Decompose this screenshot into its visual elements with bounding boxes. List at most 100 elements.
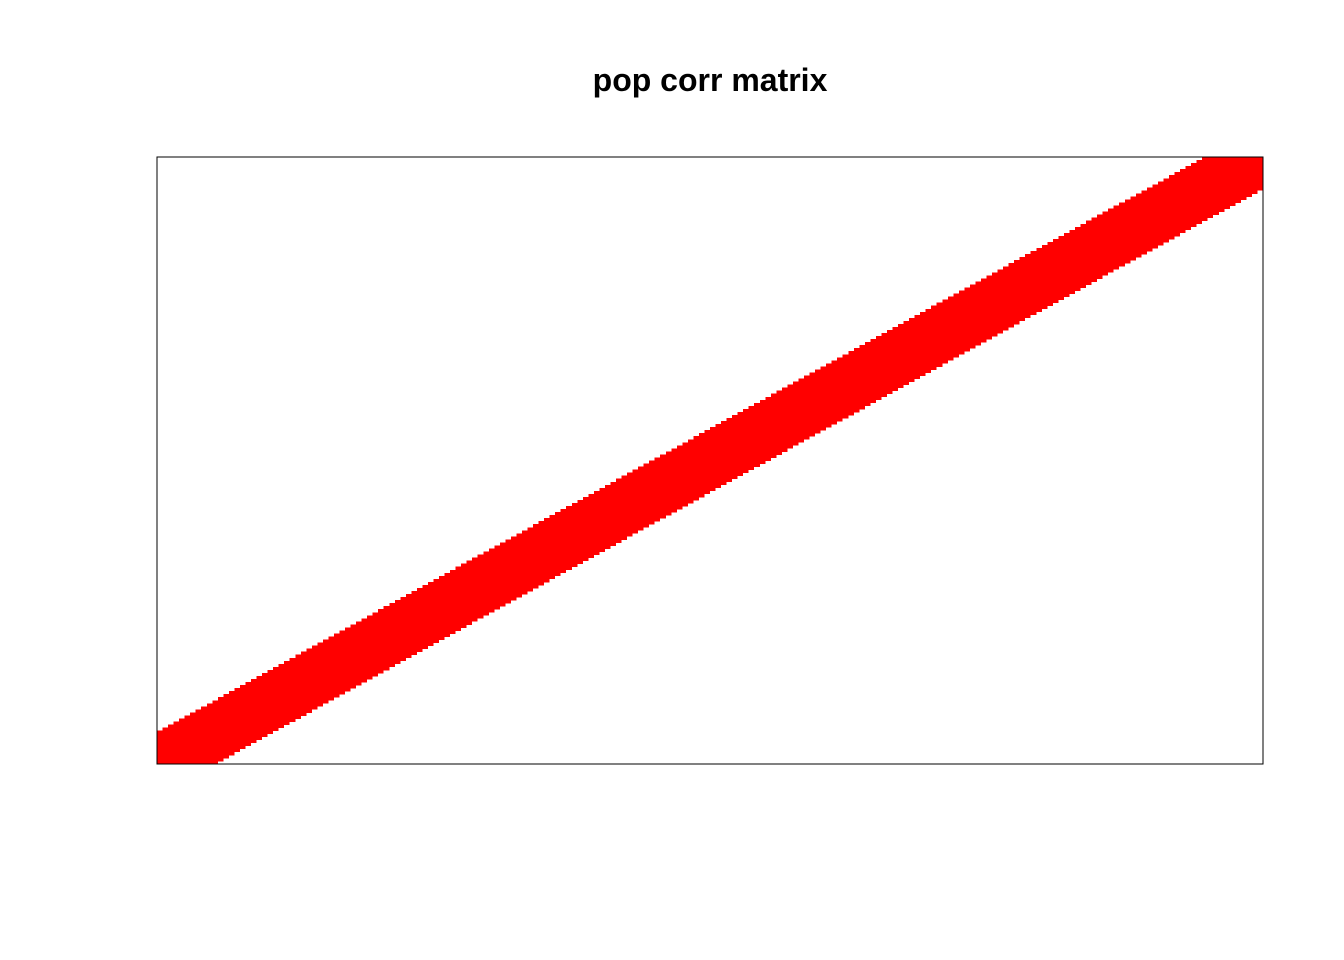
band-row-101 [654,457,771,461]
band-row-94 [615,478,733,483]
band-row-52 [383,606,500,610]
band-row-140 [870,339,987,343]
band-row-124 [781,387,899,392]
band-row-167 [1019,257,1136,261]
band-row-174 [1058,235,1175,240]
band-row-117 [743,408,860,413]
band-row-191 [1152,184,1263,188]
band-row-105 [676,445,793,449]
band-row-145 [898,323,1015,328]
band-row-29 [256,675,373,680]
band-row-79 [533,524,650,528]
band-row-151 [931,305,1048,310]
band-row-26 [239,685,357,689]
band-row-11 [157,730,274,735]
band-row-110 [704,430,821,434]
band-row-3 [157,754,229,759]
band-row-171 [1041,245,1158,249]
band-row-77 [521,530,639,534]
band-row-4 [157,751,235,756]
band-row-71 [488,548,605,552]
band-row-90 [593,490,710,495]
band-row-107 [687,439,805,443]
band-row-85 [566,506,683,510]
band-row-25 [234,688,351,692]
plot-frame [156,156,1264,765]
band-row-192 [1157,181,1263,185]
band-row-47 [356,621,473,625]
band-row-39 [311,645,428,650]
band-row-150 [925,308,1042,313]
band-row-198 [1191,163,1263,167]
band-row-69 [477,554,594,558]
band-row-96 [627,472,744,477]
band-row-116 [737,411,854,416]
band-row-143 [886,330,1004,334]
band-row-163 [997,269,1114,273]
band-row-136 [848,351,965,355]
chart-title: pop corr matrix [593,62,828,98]
band-row-95 [621,475,738,480]
band-row-180 [1091,217,1208,222]
band-row-176 [1069,229,1186,234]
band-row-127 [798,378,915,382]
band-row-193 [1163,178,1263,182]
band-row-78 [527,527,644,531]
band-row-189 [1141,190,1258,194]
band-row-60 [427,581,545,586]
band-row-137 [853,348,970,352]
band-row-185 [1119,202,1236,206]
band-row-177 [1074,226,1192,231]
band-row-10 [157,733,268,738]
band-row-141 [875,336,993,340]
band-row-132 [826,363,943,367]
band-row-67 [466,560,583,565]
band-row-83 [555,512,672,516]
band-row-32 [273,666,390,671]
band-row-20 [206,703,323,707]
band-row-34 [284,660,401,665]
band-row-135 [842,354,959,358]
band-row-142 [881,333,998,337]
band-row-92 [604,484,722,489]
band-row-58 [416,587,534,592]
band-row-147 [909,317,1026,322]
band-row-36 [295,654,412,659]
band-row-12 [162,727,279,731]
band-row-8 [157,739,257,744]
band-row-43 [333,633,451,637]
band-row-6 [157,745,246,750]
band-row-14 [173,721,290,725]
band-row-113 [721,421,838,425]
band-row-134 [837,357,954,361]
band-row-114 [726,418,843,422]
band-row-49 [367,615,484,619]
heatmap-band [157,157,1263,765]
band-row-27 [245,682,362,686]
band-row-23 [223,694,340,698]
band-row-112 [715,424,832,428]
band-row-131 [820,366,937,370]
band-row-122 [770,393,887,398]
band-row-82 [549,515,666,519]
band-row-184 [1113,205,1230,209]
band-row-80 [538,521,655,525]
band-row-40 [317,642,434,646]
band-row-158 [969,284,1087,288]
band-row-5 [157,748,240,753]
band-row-130 [815,369,932,373]
band-row-88 [582,496,699,501]
band-row-7 [157,742,252,747]
band-row-108 [693,436,810,440]
band-row-144 [892,326,1009,331]
band-row-84 [560,509,677,513]
band-row-42 [328,636,445,640]
band-row-187 [1130,196,1247,200]
band-row-125 [787,384,904,389]
band-row-190 [1146,187,1263,191]
band-row-87 [577,499,694,504]
band-row-50 [372,612,489,616]
band-row-138 [859,345,976,349]
band-row-16 [184,715,301,719]
